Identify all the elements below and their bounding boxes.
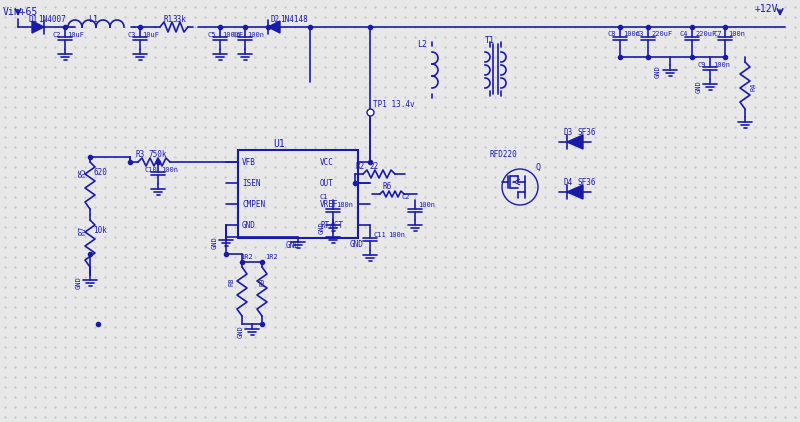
Text: 100uF: 100uF: [222, 32, 243, 38]
Text: 100n: 100n: [623, 31, 640, 37]
Polygon shape: [32, 21, 44, 33]
Text: 100n: 100n: [728, 31, 745, 37]
Text: GND: GND: [319, 222, 325, 234]
Text: C2: C2: [401, 194, 410, 200]
Text: SF36: SF36: [578, 127, 597, 136]
Text: C1: C1: [319, 194, 327, 200]
Text: 100n: 100n: [161, 167, 178, 173]
Text: +12V: +12V: [755, 4, 778, 14]
Text: RT/CT: RT/CT: [320, 221, 343, 230]
Text: GND: GND: [350, 240, 364, 249]
Text: 100n: 100n: [713, 62, 730, 68]
Text: 100n: 100n: [247, 32, 264, 38]
Text: GND: GND: [242, 221, 256, 230]
Text: C4: C4: [680, 31, 689, 37]
Text: 620: 620: [93, 168, 107, 176]
Text: C11: C11: [373, 232, 386, 238]
Text: ISEN: ISEN: [242, 179, 261, 187]
Polygon shape: [567, 135, 583, 149]
Text: 10uF: 10uF: [142, 32, 159, 38]
Text: R1: R1: [163, 14, 172, 24]
Text: R4: R4: [750, 83, 756, 91]
Text: 750k: 750k: [148, 149, 166, 159]
Text: 220uF: 220uF: [651, 31, 672, 37]
Text: GND: GND: [286, 241, 300, 249]
Text: 22: 22: [369, 162, 378, 170]
Bar: [238, 150, 358, 238]
Text: TP1 13.4v: TP1 13.4v: [373, 100, 414, 108]
Text: 100n: 100n: [388, 232, 405, 238]
Text: R2: R2: [355, 162, 364, 170]
Text: R6: R6: [382, 181, 391, 190]
Text: 10uF: 10uF: [67, 32, 84, 38]
Text: D1: D1: [28, 14, 38, 24]
Text: OUT: OUT: [320, 179, 334, 187]
Text: 1N4148: 1N4148: [280, 14, 308, 24]
Text: RFD220: RFD220: [490, 149, 518, 159]
Text: R7: R7: [78, 225, 87, 235]
Text: T1: T1: [485, 35, 495, 44]
Polygon shape: [567, 185, 583, 199]
Text: VREF: VREF: [320, 200, 338, 208]
Text: 100n: 100n: [418, 202, 435, 208]
Text: 1R2: 1R2: [240, 254, 253, 260]
Text: D2: D2: [270, 14, 279, 24]
Text: C7: C7: [713, 31, 722, 37]
Text: R9: R9: [259, 278, 265, 286]
Text: 1R2: 1R2: [265, 254, 278, 260]
Text: GND: GND: [76, 277, 82, 289]
Text: C3: C3: [127, 32, 135, 38]
Text: VFB: VFB: [242, 157, 256, 167]
Text: 1N4007: 1N4007: [38, 14, 66, 24]
Text: 33k: 33k: [172, 14, 186, 24]
Text: GND: GND: [238, 326, 244, 338]
Text: 220uF: 220uF: [695, 31, 716, 37]
Text: Vin+65: Vin+65: [3, 7, 38, 17]
Text: 10k: 10k: [93, 225, 107, 235]
Text: C5: C5: [207, 32, 215, 38]
Text: C2: C2: [52, 32, 61, 38]
Text: C3: C3: [636, 31, 645, 37]
Text: R3: R3: [135, 149, 144, 159]
Text: C6: C6: [232, 32, 241, 38]
Text: U1: U1: [273, 139, 285, 149]
Text: C9: C9: [698, 62, 706, 68]
Text: C10: C10: [144, 167, 157, 173]
Text: D4: D4: [563, 178, 572, 187]
Text: R5: R5: [78, 168, 87, 177]
Text: CMPEN: CMPEN: [242, 200, 265, 208]
Text: GND: GND: [212, 237, 218, 249]
Text: VCC: VCC: [320, 157, 334, 167]
Text: R8: R8: [228, 278, 234, 286]
Text: GND: GND: [696, 81, 702, 93]
Text: 180n: 180n: [336, 202, 353, 208]
Text: SF36: SF36: [578, 178, 597, 187]
Text: D3: D3: [563, 127, 572, 136]
Text: C8: C8: [608, 31, 617, 37]
Text: GND: GND: [655, 66, 661, 78]
Text: L2: L2: [417, 40, 427, 49]
Text: Q: Q: [536, 162, 541, 171]
Text: L1: L1: [88, 14, 98, 24]
Polygon shape: [268, 21, 280, 33]
